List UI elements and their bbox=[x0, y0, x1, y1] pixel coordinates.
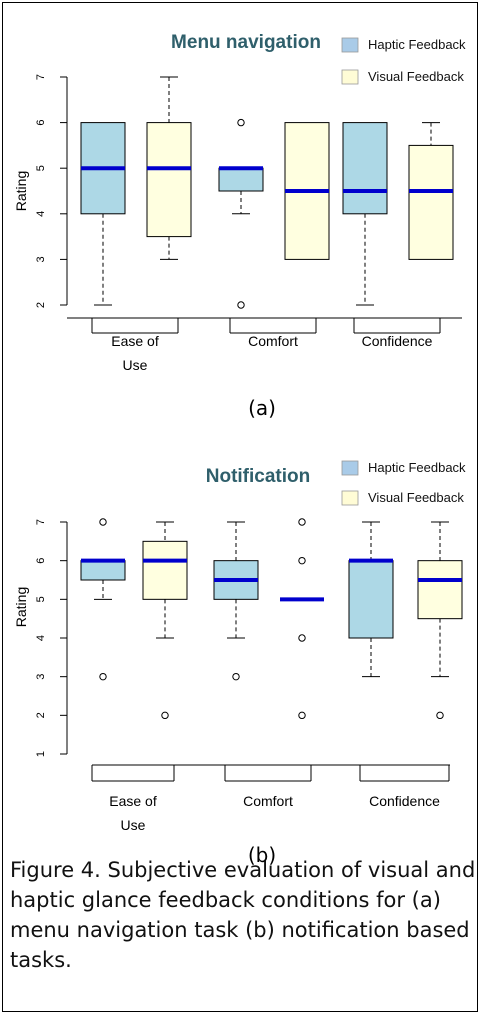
outlier-point bbox=[237, 301, 245, 309]
box bbox=[342, 122, 388, 215]
group-label: Confidence bbox=[369, 793, 440, 809]
outlier-point bbox=[99, 672, 107, 681]
y-tick-label: 1 bbox=[35, 751, 47, 757]
y-tick-label: 6 bbox=[35, 120, 47, 126]
outlier-point bbox=[436, 711, 444, 720]
group-label: Use bbox=[123, 357, 148, 373]
y-tick-label: 2 bbox=[35, 302, 47, 308]
outlier-point bbox=[232, 672, 240, 681]
group-bracket-tick bbox=[353, 318, 441, 333]
y-tick-label: 4 bbox=[35, 211, 47, 217]
legend-swatch bbox=[341, 69, 359, 85]
group-bracket-tick bbox=[91, 318, 179, 333]
y-axis-label: Rating bbox=[13, 587, 29, 627]
legend-label: Haptic Feedback bbox=[368, 37, 466, 52]
group-label: Use bbox=[121, 817, 146, 833]
y-tick-label: 5 bbox=[35, 596, 47, 602]
group-bracket-tick bbox=[91, 765, 175, 781]
y-tick-label: 7 bbox=[35, 74, 47, 80]
box bbox=[408, 144, 454, 260]
legend-label: Visual Feedback bbox=[368, 490, 464, 505]
y-axis-label: Rating bbox=[13, 171, 29, 211]
outlier-point bbox=[99, 518, 107, 526]
legend-swatch bbox=[341, 37, 359, 53]
box bbox=[80, 560, 126, 581]
outlier-point bbox=[298, 518, 306, 526]
outlier-point bbox=[298, 634, 306, 642]
panel-label: (b) bbox=[248, 843, 276, 867]
outlier-point bbox=[298, 711, 306, 720]
legend-swatch bbox=[341, 490, 359, 506]
figure-caption: Figure 4. Subjective evaluation of visua… bbox=[10, 858, 476, 972]
y-tick-label: 7 bbox=[35, 519, 47, 525]
chart-title: Menu navigation bbox=[171, 32, 321, 53]
group-bracket-tick bbox=[224, 765, 312, 781]
outlier-point bbox=[298, 556, 306, 565]
y-tick-label: 3 bbox=[35, 256, 47, 262]
y-tick-label: 2 bbox=[35, 712, 47, 718]
legend-label: Haptic Feedback bbox=[368, 460, 466, 475]
y-tick-label: 6 bbox=[35, 558, 47, 564]
y-tick-label: 5 bbox=[35, 165, 47, 171]
box bbox=[146, 122, 192, 238]
group-label: Confidence bbox=[362, 333, 433, 349]
group-label: Comfort bbox=[248, 333, 298, 349]
group-bracket-tick bbox=[359, 765, 450, 781]
group-label: Comfort bbox=[243, 793, 293, 809]
box bbox=[218, 167, 264, 192]
y-tick-label: 4 bbox=[35, 635, 47, 641]
group-label: Ease of bbox=[111, 333, 159, 349]
group-bracket-tick bbox=[229, 318, 317, 333]
box bbox=[417, 560, 463, 620]
legend-label: Visual Feedback bbox=[368, 69, 464, 84]
box bbox=[348, 560, 394, 639]
outlier-point bbox=[161, 711, 169, 720]
outlier-point bbox=[237, 118, 245, 127]
y-tick-label: 3 bbox=[35, 674, 47, 680]
box bbox=[142, 540, 188, 600]
group-label: Ease of bbox=[109, 793, 157, 809]
legend-swatch bbox=[341, 460, 359, 476]
chart-title: Notification bbox=[206, 466, 311, 487]
panel-label: (a) bbox=[248, 396, 276, 420]
